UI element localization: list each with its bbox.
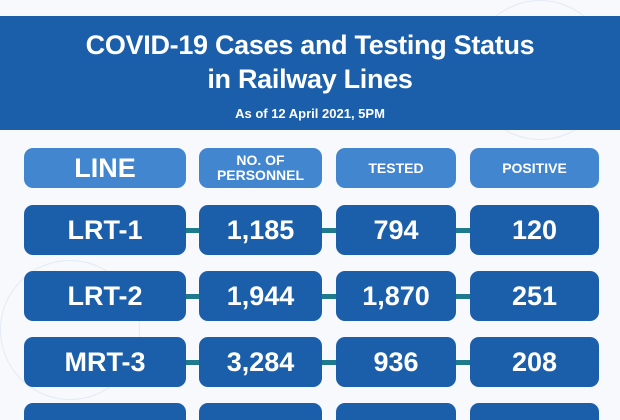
line-name <box>24 403 186 420</box>
line-name: LRT-2 <box>24 271 186 321</box>
tested-count: 794 <box>336 205 456 255</box>
positive-count: 251 <box>470 271 599 321</box>
row-connector <box>184 360 200 365</box>
positive-count <box>470 403 599 420</box>
title-line-2: in Railway Lines <box>207 64 413 94</box>
row-connector <box>320 360 336 365</box>
tested-count: 1,870 <box>336 271 456 321</box>
row-connector <box>454 294 470 299</box>
positive-count: 120 <box>470 205 599 255</box>
page-title: COVID-19 Cases and Testing Status in Rail… <box>0 28 620 96</box>
personnel-count <box>199 403 322 420</box>
subtitle-date: As of 12 April 2021, 5PM <box>235 106 385 121</box>
title-line-1: COVID-19 Cases and Testing Status <box>85 30 535 60</box>
background-decoration <box>0 260 140 400</box>
personnel-count: 3,284 <box>199 337 322 387</box>
personnel-count: 1,185 <box>199 205 322 255</box>
personnel-count: 1,944 <box>199 271 322 321</box>
column-header-positive: POSITIVE <box>470 148 599 188</box>
line-name: MRT-3 <box>24 337 186 387</box>
column-header-tested: TESTED <box>336 148 456 188</box>
row-connector <box>184 228 200 233</box>
positive-count: 208 <box>470 337 599 387</box>
tested-count <box>336 403 456 420</box>
column-header-line: LINE <box>24 148 186 188</box>
row-connector <box>320 294 336 299</box>
line-name: LRT-1 <box>24 205 186 255</box>
column-header-personnel: NO. OF PERSONNEL <box>199 148 322 188</box>
row-connector <box>454 228 470 233</box>
row-connector <box>320 228 336 233</box>
tested-count: 936 <box>336 337 456 387</box>
row-connector <box>454 360 470 365</box>
row-connector <box>184 294 200 299</box>
title-banner: COVID-19 Cases and Testing Status in Rail… <box>0 16 620 130</box>
column-header-personnel-label: NO. OF PERSONNEL <box>216 152 305 183</box>
